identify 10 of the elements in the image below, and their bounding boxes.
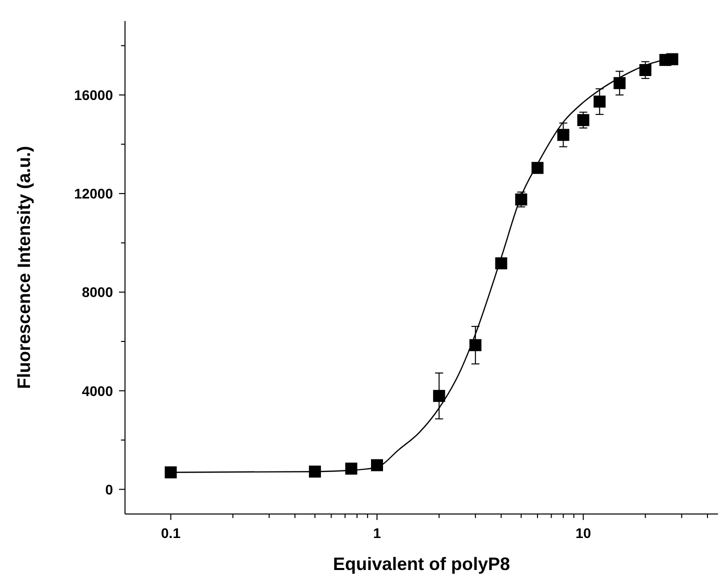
y-tick-label: 8000 bbox=[82, 284, 114, 300]
x-axis-title: Equivalent of polyP8 bbox=[332, 554, 510, 574]
y-axis-title: Fluorescence Intensity (a.u.) bbox=[14, 146, 34, 390]
x-tick-label: 0.1 bbox=[161, 525, 181, 541]
y-tick-label: 0 bbox=[105, 481, 114, 498]
y-tick-label: 16000 bbox=[74, 86, 114, 103]
y-tick-label: 4000 bbox=[82, 382, 114, 399]
x-tick-label: 10 bbox=[575, 525, 592, 541]
y-tick-label: 12000 bbox=[74, 186, 114, 202]
x-tick-label: 1 bbox=[373, 525, 382, 541]
